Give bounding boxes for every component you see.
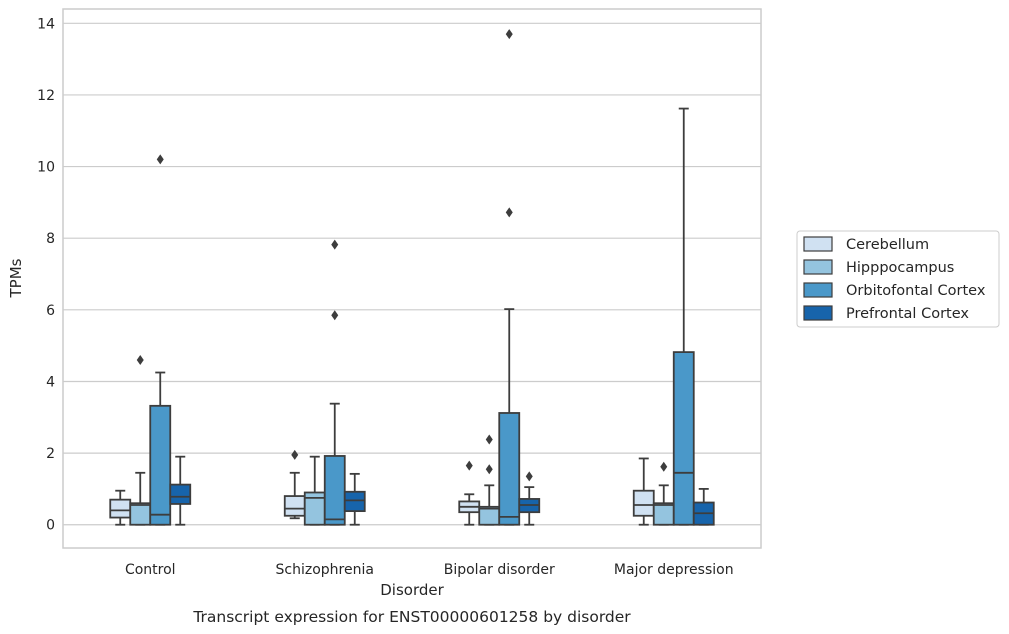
legend-label: Hipppocampus [846, 260, 954, 276]
y-tick-label: 12 [37, 88, 55, 104]
box-orbitofontal-cortex [498, 29, 521, 526]
y-tick-label: 8 [46, 231, 55, 247]
box-iqr [652, 502, 675, 526]
box-orbitofontal-cortex [323, 239, 346, 526]
y-tick-label: 4 [46, 374, 55, 390]
legend-frame [796, 230, 1000, 328]
legend-label: Orbitofontal Cortex [846, 283, 986, 299]
box-iqr [169, 483, 192, 505]
box-iqr [283, 495, 306, 517]
box-series [109, 29, 715, 526]
legend-swatch [803, 305, 833, 321]
y-tick-label: 14 [37, 16, 55, 32]
chart-caption: Transcript expression for ENST0000060125… [192, 608, 631, 626]
outlier-point [525, 471, 533, 482]
outlier-point [485, 434, 493, 445]
plot-frame [62, 8, 762, 549]
y-axis-label: TPMs [7, 258, 25, 298]
x-tick-labels: Control Schizophrenia Bipolar disorder Majo… [125, 562, 734, 578]
x-tick-label: Schizophrenia [276, 562, 374, 578]
box-hipppocampus [303, 455, 326, 526]
box-prefrontal-cortex [692, 488, 715, 526]
x-axis-label: Disorder [380, 581, 444, 599]
outlier-point [136, 354, 144, 365]
box-iqr [109, 498, 132, 519]
box-prefrontal-cortex [343, 472, 366, 526]
legend-label: Prefrontal Cortex [846, 306, 969, 322]
legend: Cerebellum Hipppocampus Orbitofontal Corte… [796, 230, 1000, 328]
outlier-point [291, 449, 299, 460]
outlier-point [660, 461, 668, 472]
y-tick-label: 10 [37, 160, 55, 176]
box-prefrontal-cortex [169, 455, 192, 526]
box-iqr [323, 455, 346, 526]
box-iqr [632, 489, 655, 517]
y-tick-label: 2 [46, 446, 55, 462]
x-tick-label: Control [125, 562, 176, 578]
box-orbitofontal-cortex [149, 154, 172, 526]
legend-items: Cerebellum Hipppocampus Orbitofontal Corte… [803, 236, 986, 322]
y-tick-labels: 0 2 4 6 8 10 12 14 [37, 16, 55, 533]
legend-swatch [803, 259, 833, 275]
legend-label: Cerebellum [846, 237, 929, 253]
box-cerebellum [632, 457, 655, 526]
box-cerebellum [109, 489, 132, 526]
legend-swatch [803, 282, 833, 298]
box-iqr [672, 351, 695, 526]
outlier-point [485, 464, 493, 475]
outlier-point [156, 154, 164, 165]
outlier-point [331, 239, 339, 250]
x-tick-label: Bipolar disorder [444, 562, 555, 578]
x-tick-label: Major depression [614, 562, 734, 578]
box-prefrontal-cortex [518, 471, 541, 526]
box-hipppocampus [652, 461, 675, 526]
y-tick-label: 6 [46, 303, 55, 319]
box-orbitofontal-cortex [672, 107, 695, 526]
box-hipppocampus [478, 434, 501, 526]
y-tick-label: 0 [46, 518, 55, 534]
box-iqr [498, 412, 521, 526]
outlier-point [465, 460, 473, 471]
box-iqr [149, 404, 172, 526]
outlier-point [505, 207, 513, 218]
box-iqr [343, 490, 366, 513]
legend-swatch [803, 236, 833, 252]
outlier-point [331, 310, 339, 321]
box-iqr [129, 502, 152, 526]
outlier-point [505, 29, 513, 40]
